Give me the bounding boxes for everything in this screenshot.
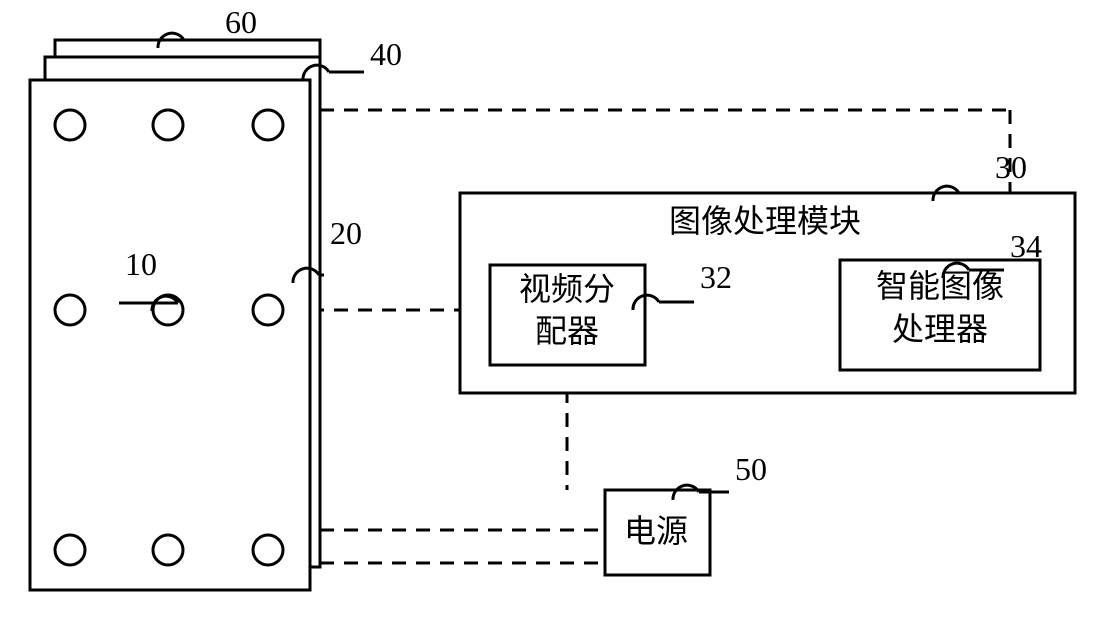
callout-40: 40 [370,36,402,72]
smart-image-processor-label2: 处理器 [892,311,988,347]
panel-layer-20 [30,80,310,590]
callout-60: 60 [225,4,257,40]
video-distributor-label: 视频分 [519,271,615,307]
callout-34: 34 [1010,228,1042,264]
panel-hole [55,295,85,325]
panel-hole [55,110,85,140]
callout-32: 32 [700,259,732,295]
video-distributor-label2: 配器 [535,313,599,349]
callout-10: 10 [125,246,157,282]
callout-50: 50 [735,451,767,487]
power-supply-label: 电源 [624,513,688,549]
panel-hole [153,535,183,565]
image-processing-module-title: 图像处理模块 [669,203,861,239]
smart-image-processor-label: 智能图像 [876,268,1004,304]
panel-hole [153,110,183,140]
panel-hole [253,110,283,140]
panel-hole [253,535,283,565]
panel-hole [55,535,85,565]
callout-20: 20 [330,215,362,251]
panel-hole [253,295,283,325]
callout-30: 30 [995,149,1027,185]
